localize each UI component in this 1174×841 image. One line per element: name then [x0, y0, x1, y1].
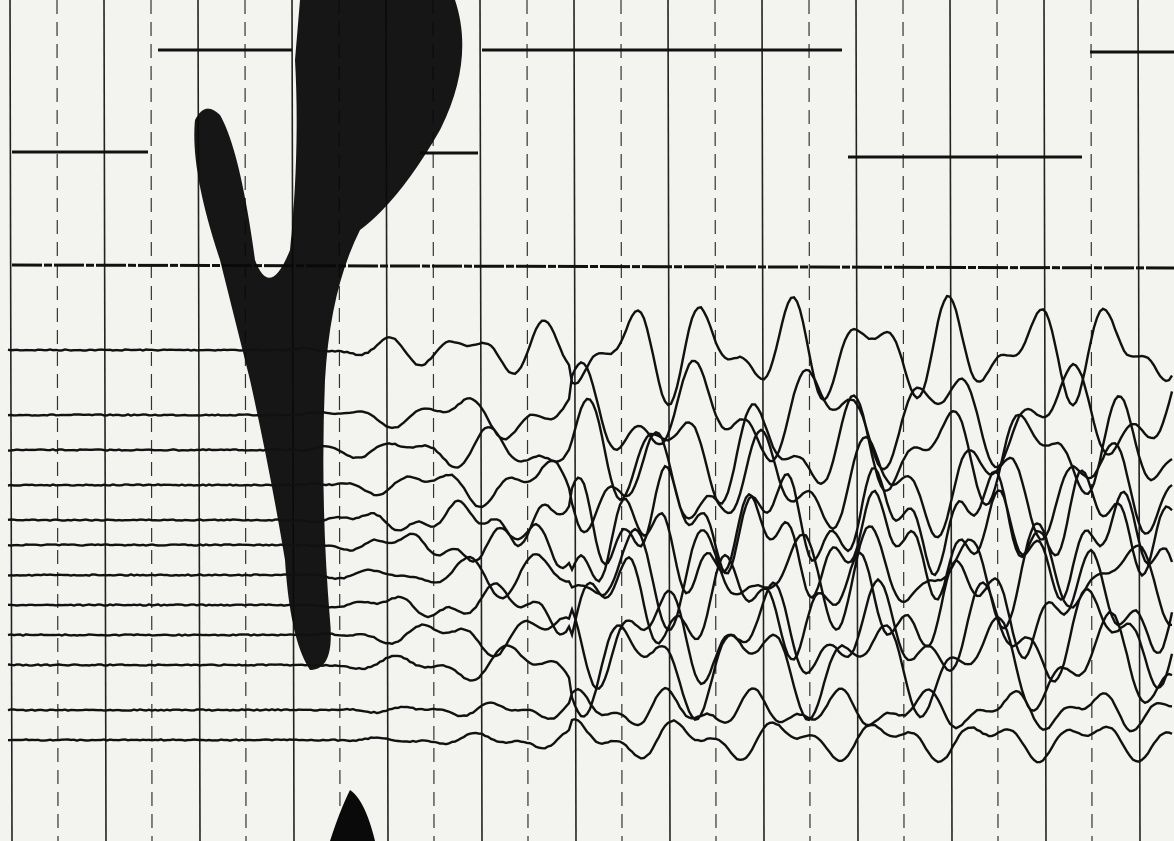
page: {} html, body { margin: 0; padding: 0; w… [0, 0, 1174, 841]
page-body: (() => { const NS = 'http://www.w3.org/2… [0, 0, 1174, 841]
seismogram-record [0, 0, 1174, 841]
